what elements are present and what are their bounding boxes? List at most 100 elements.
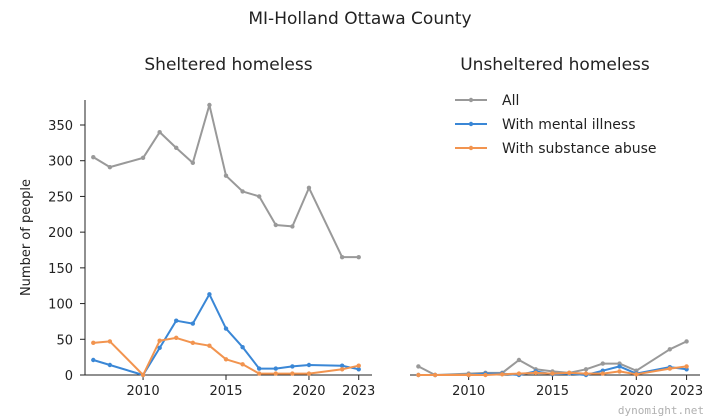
data-point-mental [207,292,212,297]
legend-marker [468,145,474,151]
data-point-all [107,164,113,170]
data-point-all [223,173,229,178]
data-point-substance [583,371,589,376]
y-tick-label: 50 [56,333,73,348]
data-point-all [290,224,295,229]
data-point-substance [432,372,438,378]
data-point-substance [107,339,113,344]
data-point-substance [499,372,505,377]
data-point-substance [174,335,179,341]
data-point-all [600,361,605,366]
data-point-substance [207,343,212,348]
data-point-substance [290,371,295,376]
data-point-all [416,364,421,369]
data-point-substance [91,340,96,346]
data-point-all [157,129,162,135]
legend-label: With mental illness [502,117,636,133]
data-point-all [273,222,278,228]
data-point-mental [174,318,179,323]
data-point-substance [240,362,245,367]
x-tick-label: 2023 [342,384,375,399]
data-point-mental [617,364,622,369]
legend-marker [468,97,474,103]
data-point-all [339,254,345,260]
data-point-substance [466,372,471,378]
x-tick-label: 2010 [452,384,485,399]
data-point-mental [256,366,262,371]
data-point-substance [617,369,622,374]
legend-label: All [502,93,519,109]
data-point-all [583,367,589,372]
data-point-all [256,194,262,199]
data-point-mental [273,366,278,371]
data-point-mental [356,367,361,372]
chart-title: MI-Holland Ottawa County [248,9,471,29]
data-point-substance [416,372,421,378]
x-tick-label: 2010 [127,384,160,399]
legend-item-substance: With substance abuse [455,141,657,157]
y-tick-label: 150 [48,262,73,277]
legend-marker [468,121,474,127]
data-point-substance [273,371,278,376]
y-tick-label: 0 [65,369,73,384]
data-point-substance [190,340,196,346]
data-point-all [240,189,245,194]
series-line-all [92,104,359,259]
data-point-substance [140,372,146,378]
y-tick-label: 200 [48,226,73,241]
y-tick-label: 100 [48,298,73,313]
data-point-mental [107,362,113,368]
panel-title: Sheltered homeless [144,55,312,75]
data-point-mental [339,363,345,368]
y-tick-label: 300 [48,155,73,170]
data-point-substance [356,363,361,368]
panel-title: Unsheltered homeless [460,55,650,75]
watermark: dynomight.net [618,404,704,417]
data-point-mental [290,364,295,369]
legend: All With mental illness With substance abu… [455,93,657,157]
data-point-all [207,102,212,108]
data-point-substance [684,364,689,369]
data-point-substance [256,371,262,376]
data-point-all [190,160,196,166]
data-point-substance [567,370,572,376]
series-line-substance [93,336,359,376]
series-line-mental [93,293,359,376]
data-point-substance [157,338,162,343]
data-point-mental [190,321,196,326]
data-point-substance [223,357,229,362]
data-point-mental [240,344,245,350]
data-point-substance [550,371,555,376]
data-point-all [91,154,96,160]
x-tick-label: 2015 [536,384,569,399]
data-point-substance [533,370,538,376]
data-point-all [174,145,179,151]
data-point-mental [223,326,229,331]
panel-unsheltered: Unsheltered homeless 2010 2015 2020 2023 [410,55,703,399]
data-point-substance [339,367,345,372]
data-point-substance [516,371,522,376]
data-point-all [516,357,522,363]
data-point-substance [667,366,673,371]
data-point-substance [634,372,639,377]
x-tick-label: 2020 [292,384,325,399]
data-point-mental [91,357,96,363]
data-point-substance [306,371,312,376]
data-point-all [356,254,361,260]
data-point-all [140,155,146,161]
y-tick-label: 250 [48,190,73,205]
data-point-all [306,185,312,191]
data-point-mental [157,345,162,351]
legend-item-all: All [455,93,519,109]
x-tick-label: 2020 [620,384,653,399]
data-point-mental [306,362,312,368]
legend-label: With substance abuse [502,141,657,157]
data-point-all [667,347,673,352]
legend-item-mental: With mental illness [455,117,636,133]
panel-sheltered: Sheltered homeless 2010 2015 2020 2023 0 50 100… [19,55,375,399]
x-tick-label: 2023 [670,384,703,399]
data-point-all [684,339,689,344]
x-tick-label: 2015 [209,384,242,399]
y-tick-label: 350 [48,119,73,134]
